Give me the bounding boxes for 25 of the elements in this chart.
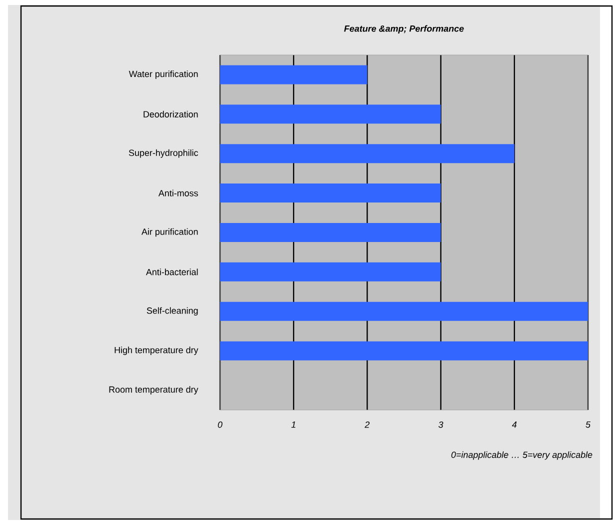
x-tick-label: 3 xyxy=(438,421,444,428)
y-tick-label: Anti-moss xyxy=(158,190,198,196)
y-tick-label: Super-hydrophilic xyxy=(128,149,198,158)
bar xyxy=(220,65,368,84)
y-tick-label: Deodorization xyxy=(144,110,198,118)
bar xyxy=(220,262,441,282)
bar xyxy=(220,341,588,360)
y-tick-label: High temperature dry xyxy=(114,346,198,355)
bar xyxy=(220,184,441,203)
bar xyxy=(220,222,441,242)
y-tick-label: Self-cleaning xyxy=(146,307,198,316)
x-tick-label: 0 xyxy=(218,421,222,428)
x-axis-title: 0=inapplicable … 5=very applicable xyxy=(451,451,592,460)
y-tick-label: Water purification xyxy=(128,70,198,79)
bar xyxy=(220,104,441,124)
x-tick-label: 1 xyxy=(291,421,296,428)
x-tick-label: 2 xyxy=(364,421,370,428)
y-tick-label: Room temperature dry xyxy=(109,386,198,394)
x-tick-label: 4 xyxy=(512,421,517,428)
y-tick-label: Anti-bacterial xyxy=(146,268,198,276)
bar xyxy=(220,144,514,164)
bar xyxy=(220,302,588,321)
chart-title: Feature &amp; Performance xyxy=(344,25,464,34)
y-tick-label: Air purification xyxy=(141,228,198,237)
x-tick-label: 5 xyxy=(586,421,591,428)
